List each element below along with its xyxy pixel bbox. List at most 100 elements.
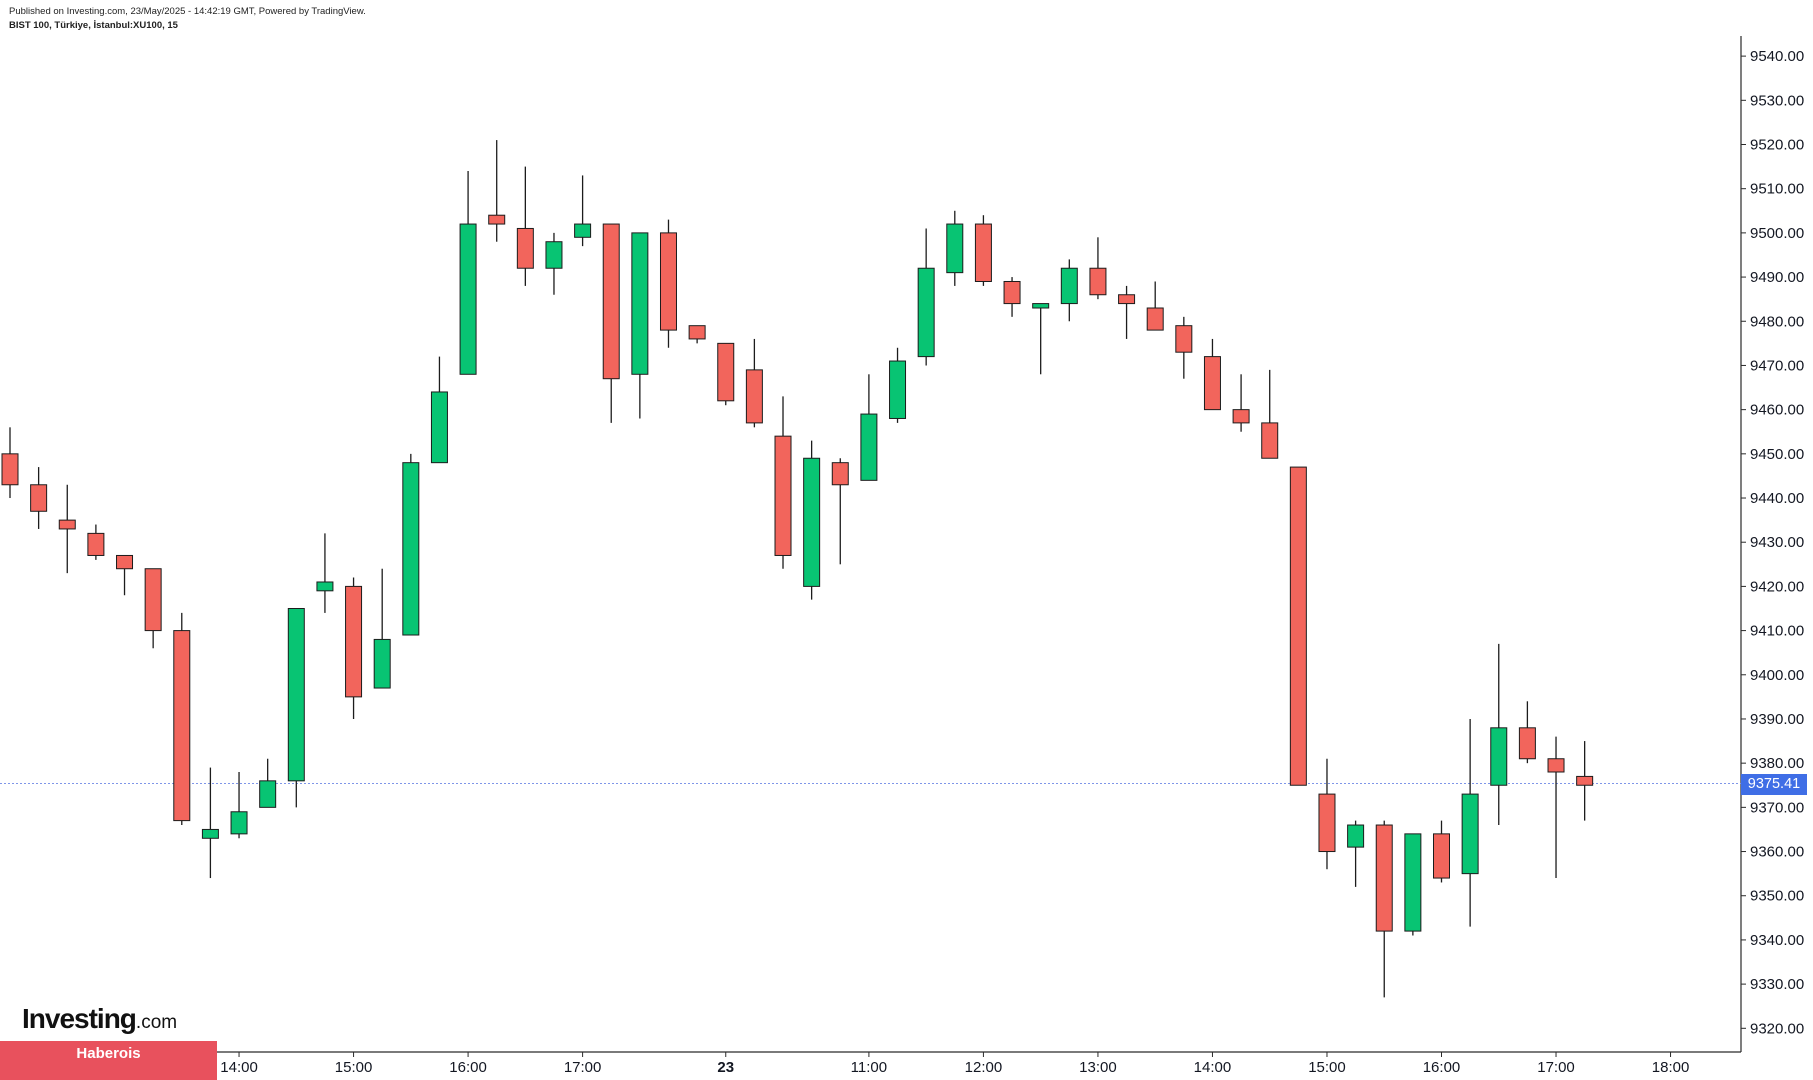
candle-body xyxy=(602,223,620,380)
x-tick-label: 23 xyxy=(717,1059,734,1076)
candle-body xyxy=(1347,824,1365,848)
y-tick-label: 9410.00 xyxy=(1750,623,1804,640)
candle-body xyxy=(974,223,992,282)
y-tick-label: 9320.00 xyxy=(1750,1020,1804,1037)
candle-body xyxy=(803,457,821,587)
candle-body xyxy=(745,369,763,424)
candle-body xyxy=(173,630,191,822)
x-tick-label: 15:00 xyxy=(335,1059,373,1076)
symbol-caption: BIST 100, Türkiye, İstanbul:XU100, 15 xyxy=(9,20,178,31)
candle-body xyxy=(889,360,907,419)
candle-body xyxy=(516,227,534,269)
y-tick-label: 9500.00 xyxy=(1750,225,1804,242)
y-tick-label: 9530.00 xyxy=(1750,92,1804,109)
y-tick-label: 9380.00 xyxy=(1750,755,1804,772)
y-tick-label: 9540.00 xyxy=(1750,48,1804,65)
candle-body xyxy=(1547,758,1565,773)
logo-main: Investing xyxy=(22,1003,137,1034)
x-tick-label: 13:00 xyxy=(1079,1059,1117,1076)
candle-body xyxy=(402,462,420,636)
candle-body xyxy=(1375,824,1393,932)
candle-body xyxy=(831,462,849,486)
candle-body xyxy=(1118,294,1136,305)
candle-body xyxy=(488,214,506,225)
candle-body xyxy=(58,519,76,530)
y-tick-label: 9360.00 xyxy=(1750,844,1804,861)
candle-body xyxy=(459,223,477,375)
candle-body xyxy=(1490,727,1508,786)
candle-body xyxy=(316,581,334,592)
candle-body xyxy=(430,391,448,464)
y-tick-label: 9460.00 xyxy=(1750,402,1804,419)
y-tick-label: 9430.00 xyxy=(1750,534,1804,551)
candle-body xyxy=(1518,727,1536,760)
candle-body xyxy=(144,568,162,632)
x-tick-label: 17:00 xyxy=(1537,1059,1575,1076)
candle-body xyxy=(774,435,792,556)
candle-body xyxy=(860,413,878,481)
candle-body xyxy=(1203,356,1221,411)
investing-logo: Investing.com xyxy=(22,1003,177,1035)
candle-body xyxy=(1318,793,1336,853)
y-tick-label: 9330.00 xyxy=(1750,976,1804,993)
candle-body xyxy=(917,267,935,358)
y-tick-label: 9340.00 xyxy=(1750,932,1804,949)
candle-body xyxy=(201,828,219,839)
candle-body xyxy=(230,811,248,835)
candle-body xyxy=(1060,267,1078,305)
x-tick-label: 16:00 xyxy=(1423,1059,1461,1076)
x-tick-label: 15:00 xyxy=(1308,1059,1346,1076)
candle-body xyxy=(1433,833,1450,879)
candle-body xyxy=(87,532,105,556)
y-tick-label: 9400.00 xyxy=(1750,667,1804,684)
candle-body xyxy=(116,554,134,570)
y-tick-label: 9370.00 xyxy=(1750,799,1804,816)
y-tick-label: 9510.00 xyxy=(1750,181,1804,198)
x-tick-label: 12:00 xyxy=(965,1059,1003,1076)
candle-body xyxy=(545,241,563,269)
y-tick-label: 9390.00 xyxy=(1750,711,1804,728)
candle-body xyxy=(946,223,964,274)
candle-body xyxy=(688,325,706,340)
published-caption: Published on Investing.com, 23/May/2025 … xyxy=(9,6,366,17)
candle-body xyxy=(1576,775,1594,786)
logo-suffix: .com xyxy=(135,1012,178,1033)
x-tick-label: 14:00 xyxy=(220,1059,258,1076)
candle-body xyxy=(1261,422,1279,459)
candle-body xyxy=(1175,325,1193,353)
y-tick-label: 9350.00 xyxy=(1750,888,1804,905)
watermark-badge: Haberois xyxy=(0,1041,217,1080)
candle-body xyxy=(1032,303,1050,309)
candle-body xyxy=(659,232,677,331)
x-tick-label: 14:00 xyxy=(1194,1059,1232,1076)
candle-body xyxy=(1289,466,1307,786)
candle-body xyxy=(631,232,649,375)
candle-body xyxy=(259,780,277,808)
y-tick-label: 9520.00 xyxy=(1750,137,1804,154)
y-tick-label: 9440.00 xyxy=(1750,490,1804,507)
candle-body xyxy=(574,223,592,238)
candle-body xyxy=(345,585,363,698)
candle-body xyxy=(1461,793,1479,875)
candle-body xyxy=(1146,307,1164,331)
candle-body xyxy=(717,342,735,402)
y-tick-label: 9480.00 xyxy=(1750,313,1804,330)
candle-body xyxy=(1089,267,1107,296)
last-price-badge: 9375.41 xyxy=(1741,774,1807,795)
chart-header: Published on Investing.com, 23/May/2025 … xyxy=(9,5,366,33)
candle-body xyxy=(1,453,19,486)
candle-body xyxy=(1232,409,1250,424)
y-tick-label: 9420.00 xyxy=(1750,578,1804,595)
y-tick-label: 9470.00 xyxy=(1750,357,1804,374)
x-tick-label: 18:00 xyxy=(1652,1059,1690,1076)
candle-body xyxy=(30,484,48,512)
x-tick-label: 16:00 xyxy=(449,1059,487,1076)
y-tick-label: 9450.00 xyxy=(1750,446,1804,463)
x-tick-label: 17:00 xyxy=(564,1059,602,1076)
y-tick-label: 9490.00 xyxy=(1750,269,1804,286)
candle-body xyxy=(1404,833,1422,932)
candle-body xyxy=(287,607,305,782)
x-tick-label: 11:00 xyxy=(851,1059,887,1076)
candle-body xyxy=(1003,280,1021,305)
